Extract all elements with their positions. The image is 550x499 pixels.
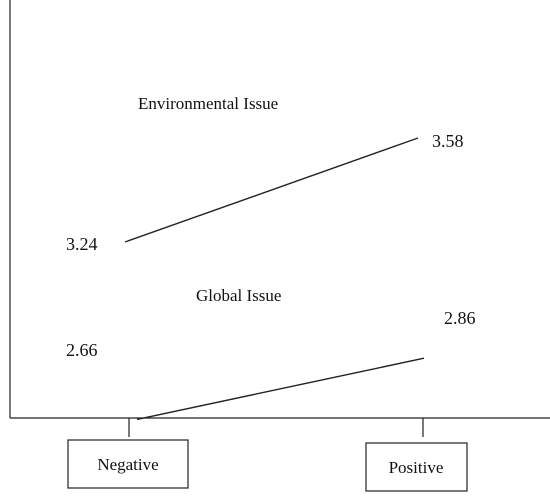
value-label-environmental-negative: 3.24 xyxy=(66,234,98,254)
value-label-global-positive: 2.86 xyxy=(444,308,476,328)
series-label-environmental: Environmental Issue xyxy=(138,94,278,113)
category-label-positive: Positive xyxy=(389,458,444,477)
category-label-negative: Negative xyxy=(97,455,158,474)
value-label-global-negative: 2.66 xyxy=(66,340,98,360)
category-box-negative xyxy=(67,439,189,489)
series-label-global: Global Issue xyxy=(196,286,281,305)
value-label-environmental-positive: 3.58 xyxy=(432,131,464,151)
category-box-positive xyxy=(365,442,468,492)
series-line-environmental xyxy=(124,137,419,243)
series-line-global xyxy=(136,357,425,421)
